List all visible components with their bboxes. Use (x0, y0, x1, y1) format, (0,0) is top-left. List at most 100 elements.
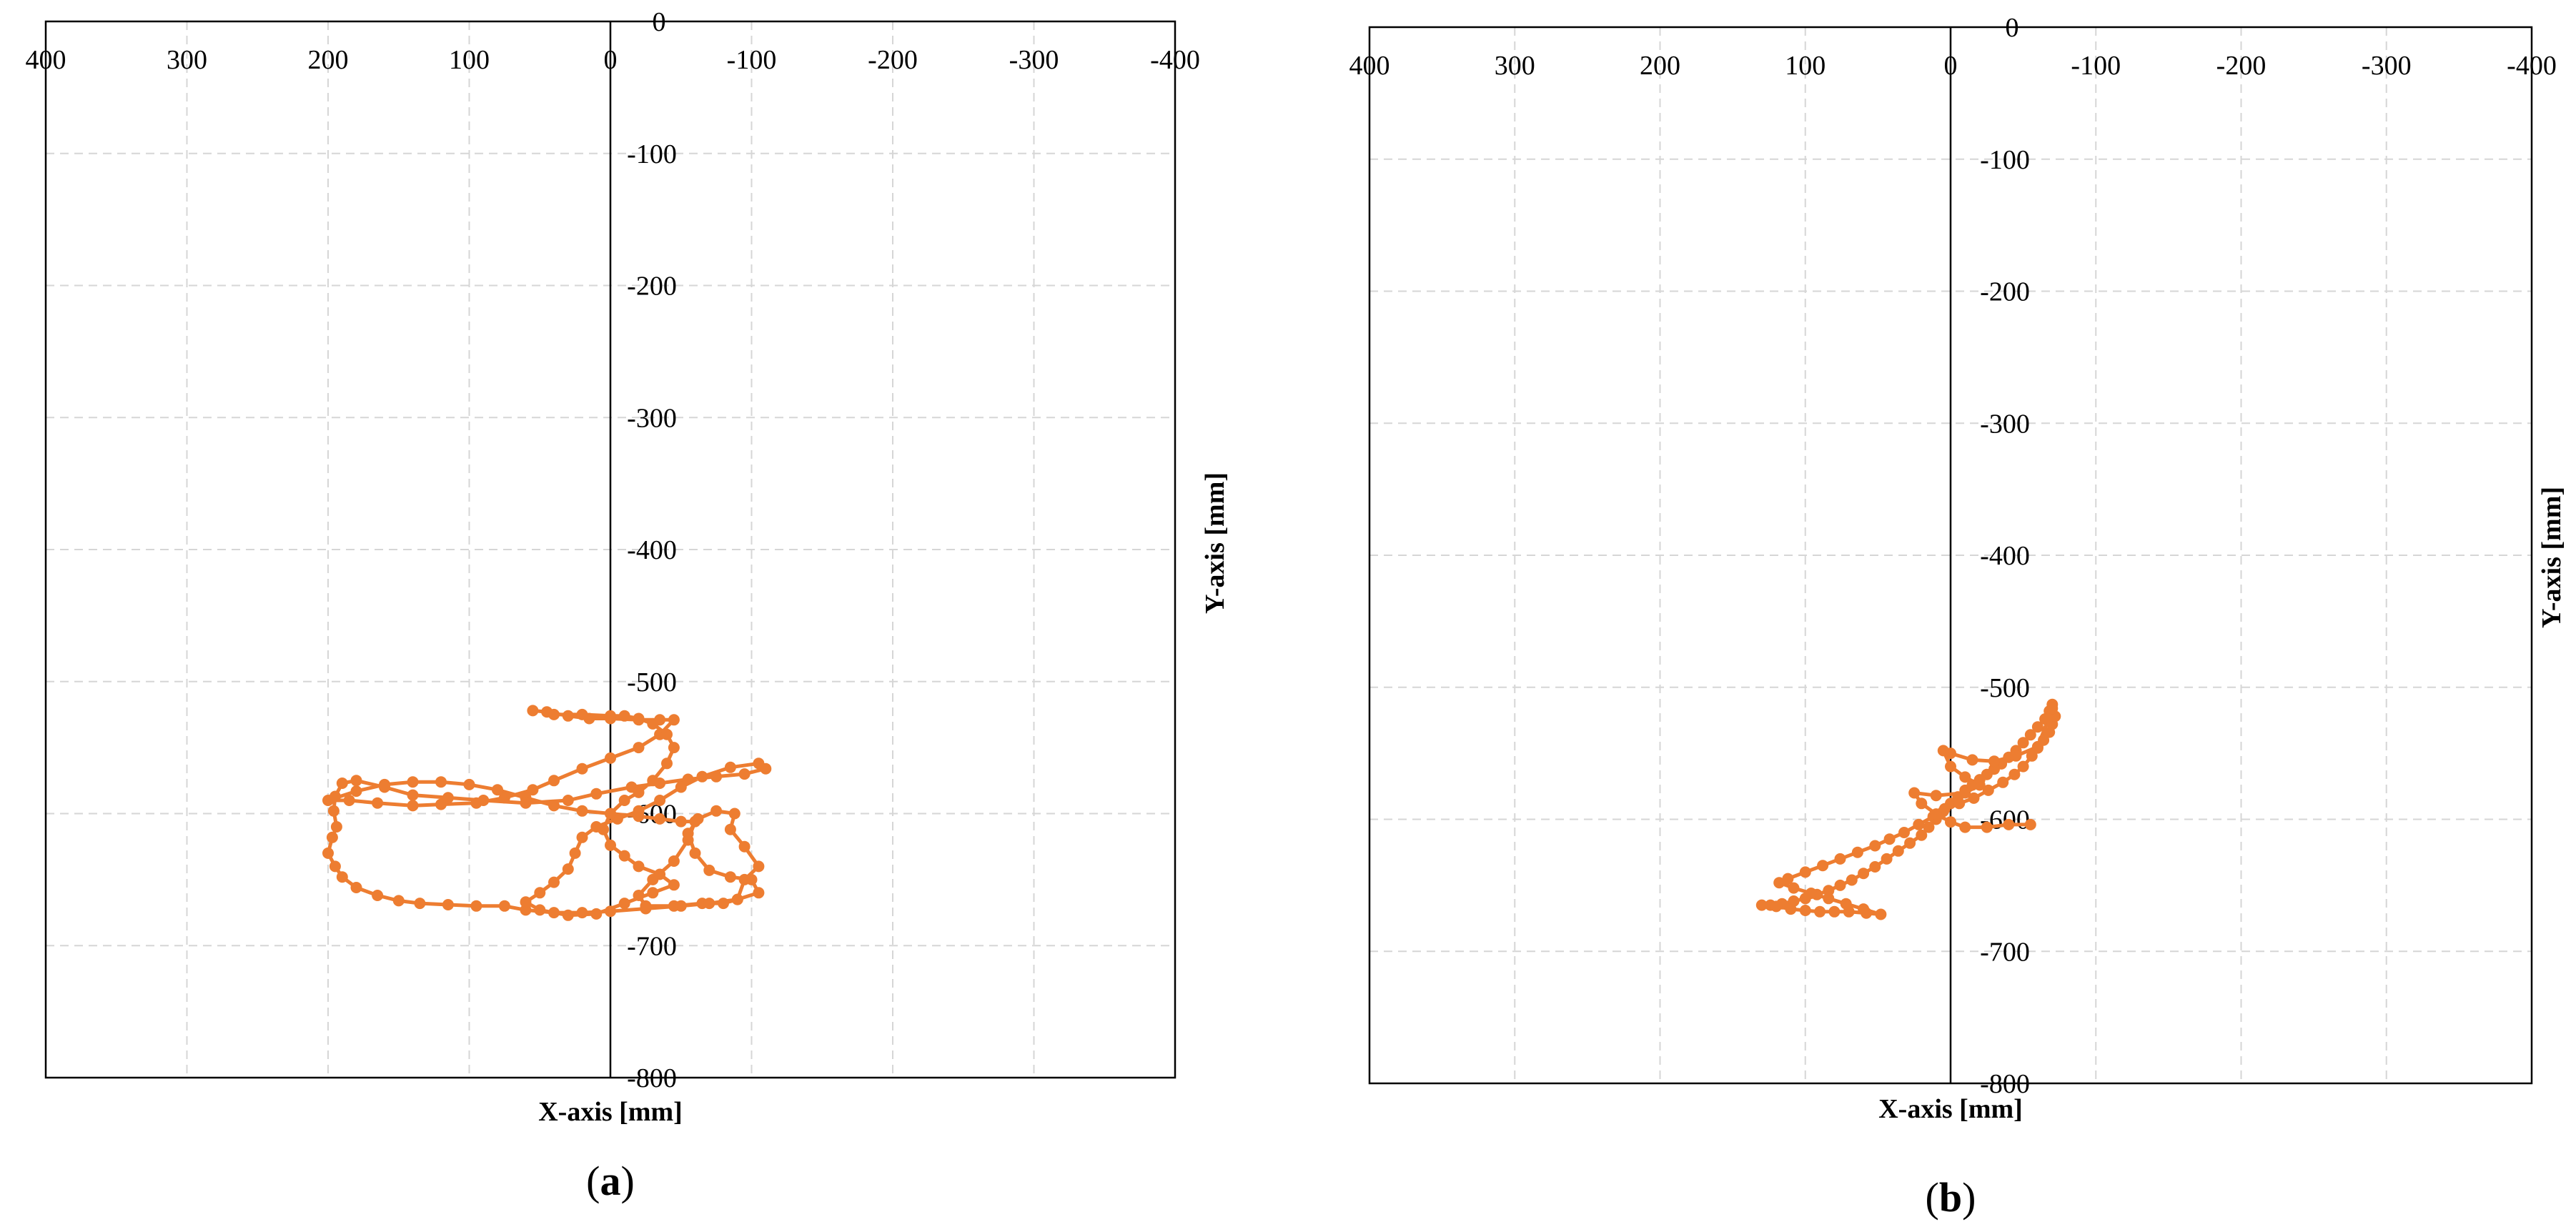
panel-a-data-point (605, 808, 616, 820)
panel-a-data-point (690, 848, 701, 859)
panel-a-data-point (654, 795, 665, 806)
panel-a-data-point (654, 869, 665, 880)
panel-a-data-point (739, 768, 750, 780)
panel-a-data-point (753, 887, 764, 898)
panel-b-y-tick-label: -400 (1980, 541, 2030, 571)
panel-b-data-point (1814, 906, 1826, 918)
panel-b-data-point (1931, 808, 1942, 820)
panel-a-y-tick-label: -100 (627, 139, 677, 169)
panel-b-data-point (2046, 702, 2058, 714)
panel-b-y-tick-label: -500 (1980, 673, 2030, 703)
panel-a-data-point (563, 710, 574, 722)
panel-a-data-point (746, 874, 758, 885)
panel-a-data-point (633, 787, 645, 798)
panel-a-data-point (654, 813, 665, 825)
panel-b-data-point (1770, 900, 1782, 912)
panel-b-data-point (1916, 798, 1927, 809)
panel-a-data-point (675, 900, 687, 912)
panel-a-data-point (548, 907, 560, 918)
panel-a-data-point (633, 860, 645, 872)
panel-b-data-point (1858, 903, 1869, 915)
panel-b-data-point (1908, 788, 1920, 799)
panel-a-data-point (725, 871, 736, 883)
panel-b-data-point (1881, 853, 1893, 865)
panel-b-x-tick-label: -300 (2362, 51, 2412, 81)
panel-b-chart: 400 300 200 100 0 -100 -200 -300 -4000-100-200-3… (1349, 13, 2567, 1221)
panel-a-data-point (675, 816, 687, 828)
panel-b-x-tick-label: -200 (2216, 51, 2267, 81)
panel-a-data-point (563, 863, 574, 875)
panel-a-y-tick-label: -300 (627, 403, 677, 433)
panel-a-data-point (732, 894, 743, 905)
panel-a-y-tick-label: 0 (653, 7, 666, 37)
panel-b-data-point (1981, 822, 1993, 833)
panel-a-data-point (633, 713, 645, 725)
panel-a-data-point (563, 795, 574, 806)
panel-a-data-point (729, 808, 740, 820)
panel-b-data-point (2003, 819, 2014, 830)
panel-a-data-point (753, 757, 764, 769)
panel-a-data-point (668, 714, 680, 725)
panel-a-data-point (407, 790, 419, 801)
panel-b-data-point (1931, 790, 1942, 801)
panel-b-data-point (1893, 845, 1904, 857)
panel-b-data-point (1945, 816, 1956, 828)
panel-a-x-axis-title: X-axis [mm] (538, 1097, 683, 1127)
panel-a-data-point (344, 795, 355, 806)
panel-a-x-tick-label: -300 (1009, 45, 1059, 75)
panel-a-data-point (328, 805, 340, 817)
panel-a-data-point (619, 795, 630, 806)
panel-b-data-point (1938, 745, 1949, 756)
panel-a-data-point (563, 910, 574, 921)
panel-b-x-tick-label: 400 (1349, 51, 1390, 81)
panel-b-x-tick-label: -400 (2507, 51, 2557, 81)
panel-a-y-tick-label: -200 (627, 272, 677, 302)
panel-a-x-tick-label: 200 (308, 45, 349, 75)
panel-b-y-tick-label: -200 (1980, 277, 2030, 307)
panel-a-data-point (640, 903, 651, 915)
panel-a-data-point (351, 882, 362, 893)
panel-b-data-point (1967, 754, 1978, 765)
panel-b-data-point (1756, 900, 1768, 911)
panel-a-data-point (337, 778, 348, 789)
panel-a-data-point (577, 907, 588, 918)
panel-a-data-point (668, 879, 680, 890)
panel-a-data-point (619, 850, 630, 862)
panel-a-data-point (668, 855, 680, 867)
panel-b-y-tick-label: 0 (2006, 13, 2019, 43)
panel-b-data-point (2032, 741, 2044, 752)
panel-b-data-point (1805, 888, 1817, 899)
panel-b-data-point (1945, 761, 1956, 773)
panel-a-data-point (739, 841, 750, 853)
panel-a-data-point (647, 718, 658, 730)
panel-a-data-point (322, 848, 334, 859)
panel-a-data-point (330, 860, 341, 872)
panel-a-x-tick-label: 400 (26, 45, 66, 75)
panel-a-data-point (661, 729, 673, 740)
panel-a-data-point (470, 900, 482, 912)
panel-a-x-tick-label: -100 (727, 45, 777, 75)
panel-a-data-point (492, 784, 503, 795)
panel-a-data-point (661, 757, 673, 769)
panel-a-data-point (442, 899, 454, 910)
panel-b-x-tick-label: -100 (2071, 51, 2121, 81)
panel-a-data-point (548, 709, 560, 720)
panel-a-data-point (435, 776, 447, 788)
panel-a-data-point (372, 890, 383, 901)
panel-a-data-point (605, 840, 616, 851)
panel-b-data-point (1904, 838, 1916, 849)
panel-a-data-point (570, 848, 581, 859)
panel-a-data-point (548, 877, 560, 888)
panel-a-data-point (725, 762, 736, 773)
panel-a-data-point (633, 805, 645, 817)
panel-a-data-point (337, 871, 348, 883)
panel-a-data-point (703, 898, 715, 909)
panel-b-data-point (1852, 847, 1863, 858)
panel-b-data-point (1835, 880, 1846, 891)
panel-b-data-point (1997, 777, 2008, 788)
panel-a-chart: 400 300 200 100 0 -100 -200 -300 -400 0 -100 -200 -3… (26, 7, 1231, 1204)
panel-b-data-point (1800, 905, 1811, 916)
panel-b-data-point (1846, 875, 1858, 886)
panel-a-x-tick-label: 0 (604, 45, 618, 75)
